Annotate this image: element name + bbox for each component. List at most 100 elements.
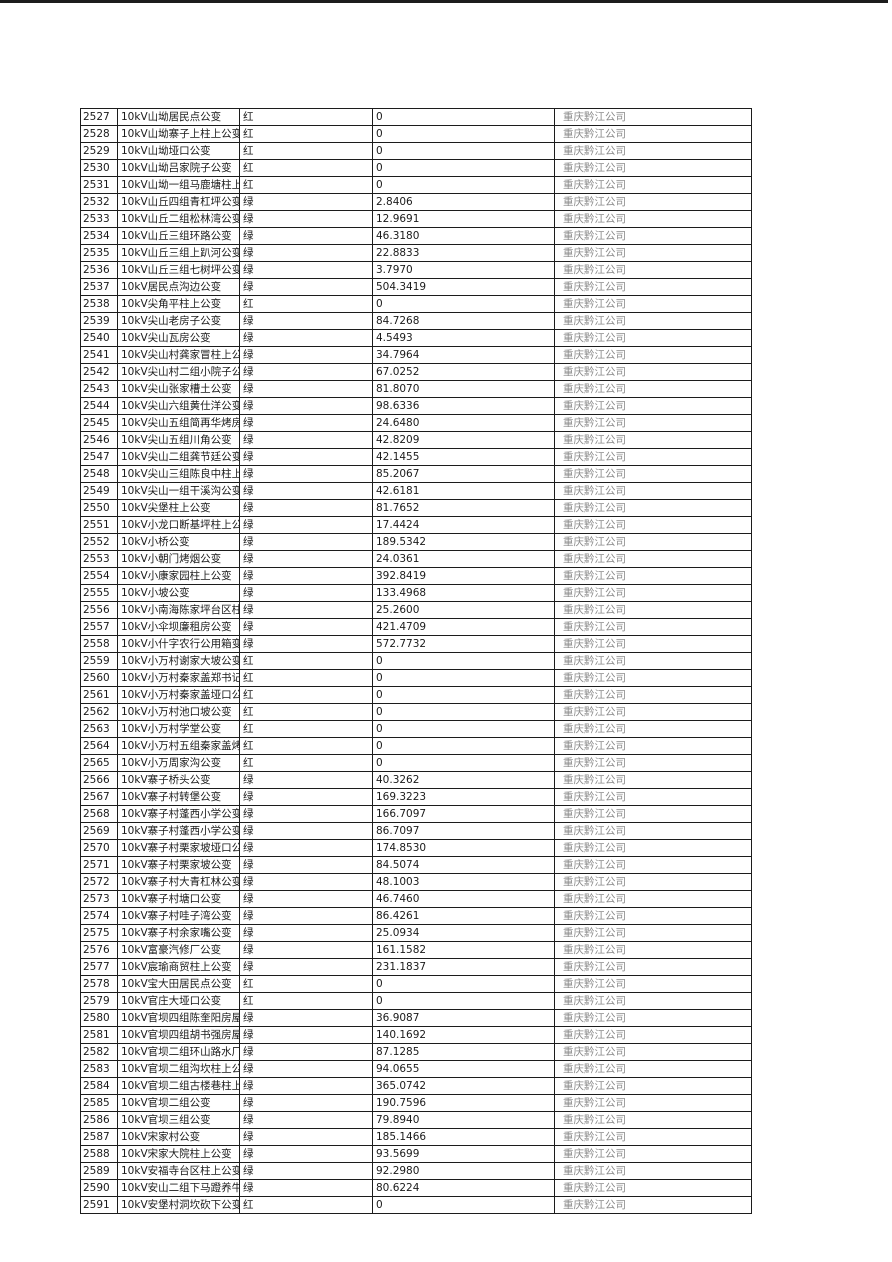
name-cell: 10kV尖山五组简再华烤房 bbox=[117, 414, 240, 432]
value-cell: 0 bbox=[372, 1196, 555, 1214]
company-cell: 重庆黔江公司 bbox=[554, 737, 752, 755]
row-number-cell: 2555 bbox=[80, 584, 118, 602]
row-number-cell: 2571 bbox=[80, 856, 118, 874]
company-cell: 重庆黔江公司 bbox=[554, 1128, 752, 1146]
table-row: 2551 10kV小龙口断基坪柱上公绿 17.4424 重庆黔江公司 bbox=[80, 516, 752, 534]
row-number-cell: 2554 bbox=[80, 567, 118, 585]
company-cell: 重庆黔江公司 bbox=[554, 125, 752, 143]
row-number-cell: 2565 bbox=[80, 754, 118, 772]
table-row: 2539 10kV尖山老房子公变绿 84.7268 重庆黔江公司 bbox=[80, 312, 752, 330]
value-cell: 0 bbox=[372, 737, 555, 755]
status-cell: 绿 bbox=[239, 805, 373, 823]
row-number-cell: 2543 bbox=[80, 380, 118, 398]
value-cell: 166.7097 bbox=[372, 805, 555, 823]
name-cell: 10kV山坳吕家院子公变 bbox=[117, 159, 240, 177]
transformer-table: 2527 10kV山坳居民点公变红 0 重庆黔江公司 2528 10kV山坳寨子上柱上公变… bbox=[80, 108, 752, 1214]
company-cell: 重庆黔江公司 bbox=[554, 448, 752, 466]
table-row: 2566 10kV寨子桥头公变绿 40.3262 重庆黔江公司 bbox=[80, 771, 752, 789]
status-cell: 绿 bbox=[239, 482, 373, 500]
row-number-cell: 2542 bbox=[80, 363, 118, 381]
status-cell: 绿 bbox=[239, 873, 373, 891]
status-cell: 红 bbox=[239, 108, 373, 126]
company-cell: 重庆黔江公司 bbox=[554, 1060, 752, 1078]
status-cell: 绿 bbox=[239, 414, 373, 432]
name-cell: 10kV官坝四组胡书强房屋 bbox=[117, 1026, 240, 1044]
status-cell: 绿 bbox=[239, 941, 373, 959]
row-number-cell: 2560 bbox=[80, 669, 118, 687]
value-cell: 0 bbox=[372, 176, 555, 194]
value-cell: 140.1692 bbox=[372, 1026, 555, 1044]
name-cell: 10kV山丘二组松林湾公变 bbox=[117, 210, 240, 228]
status-cell: 绿 bbox=[239, 380, 373, 398]
value-cell: 190.7596 bbox=[372, 1094, 555, 1112]
company-cell: 重庆黔江公司 bbox=[554, 890, 752, 908]
company-cell: 重庆黔江公司 bbox=[554, 533, 752, 551]
name-cell: 10kV宸瑜商贸柱上公变 bbox=[117, 958, 240, 976]
company-cell: 重庆黔江公司 bbox=[554, 380, 752, 398]
table-row: 2559 10kV小万村谢家大坡公变红 0 重庆黔江公司 bbox=[80, 652, 752, 670]
value-cell: 3.7970 bbox=[372, 261, 555, 279]
status-cell: 绿 bbox=[239, 1094, 373, 1112]
row-number-cell: 2556 bbox=[80, 601, 118, 619]
value-cell: 392.8419 bbox=[372, 567, 555, 585]
company-cell: 重庆黔江公司 bbox=[554, 703, 752, 721]
company-cell: 重庆黔江公司 bbox=[554, 720, 752, 738]
status-cell: 绿 bbox=[239, 958, 373, 976]
company-cell: 重庆黔江公司 bbox=[554, 295, 752, 313]
status-cell: 绿 bbox=[239, 1077, 373, 1095]
value-cell: 36.9087 bbox=[372, 1009, 555, 1027]
name-cell: 10kV尖山张家槽土公变 bbox=[117, 380, 240, 398]
row-number-cell: 2534 bbox=[80, 227, 118, 245]
value-cell: 0 bbox=[372, 975, 555, 993]
status-cell: 红 bbox=[239, 1196, 373, 1214]
status-cell: 红 bbox=[239, 720, 373, 738]
table-row: 2568 10kV寨子村蓬西小学公变绿 166.7097 重庆黔江公司 bbox=[80, 805, 752, 823]
status-cell: 绿 bbox=[239, 1009, 373, 1027]
name-cell: 10kV尖山二组龚节廷公变 bbox=[117, 448, 240, 466]
value-cell: 46.3180 bbox=[372, 227, 555, 245]
status-cell: 红 bbox=[239, 737, 373, 755]
table-row: 2547 10kV尖山二组龚节廷公变绿 42.1455 重庆黔江公司 bbox=[80, 448, 752, 466]
value-cell: 94.0655 bbox=[372, 1060, 555, 1078]
name-cell: 10kV小坡公变 bbox=[117, 584, 240, 602]
status-cell: 绿 bbox=[239, 907, 373, 925]
value-cell: 174.8530 bbox=[372, 839, 555, 857]
company-cell: 重庆黔江公司 bbox=[554, 618, 752, 636]
table-row: 2554 10kV小康家园柱上公变绿 392.8419 重庆黔江公司 bbox=[80, 567, 752, 585]
name-cell: 10kV寨子村栗家坡垭口公 bbox=[117, 839, 240, 857]
status-cell: 绿 bbox=[239, 1145, 373, 1163]
row-number-cell: 2553 bbox=[80, 550, 118, 568]
name-cell: 10kV山丘三组上趴河公变 bbox=[117, 244, 240, 262]
name-cell: 10kV山坳垭口公变 bbox=[117, 142, 240, 160]
row-number-cell: 2590 bbox=[80, 1179, 118, 1197]
name-cell: 10kV尖山瓦房公变 bbox=[117, 329, 240, 347]
row-number-cell: 2579 bbox=[80, 992, 118, 1010]
name-cell: 10kV小万村秦家盖郑书记 bbox=[117, 669, 240, 687]
value-cell: 189.5342 bbox=[372, 533, 555, 551]
status-cell: 绿 bbox=[239, 244, 373, 262]
name-cell: 10kV官庄大垭口公变 bbox=[117, 992, 240, 1010]
value-cell: 93.5699 bbox=[372, 1145, 555, 1163]
value-cell: 34.7964 bbox=[372, 346, 555, 364]
value-cell: 0 bbox=[372, 754, 555, 772]
value-cell: 86.7097 bbox=[372, 822, 555, 840]
company-cell: 重庆黔江公司 bbox=[554, 601, 752, 619]
name-cell: 10kV官坝二组沟坎柱上公 bbox=[117, 1060, 240, 1078]
company-cell: 重庆黔江公司 bbox=[554, 431, 752, 449]
value-cell: 48.1003 bbox=[372, 873, 555, 891]
company-cell: 重庆黔江公司 bbox=[554, 363, 752, 381]
row-number-cell: 2547 bbox=[80, 448, 118, 466]
company-cell: 重庆黔江公司 bbox=[554, 788, 752, 806]
table-row: 2540 10kV尖山瓦房公变绿 4.5493 重庆黔江公司 bbox=[80, 329, 752, 347]
value-cell: 0 bbox=[372, 992, 555, 1010]
status-cell: 绿 bbox=[239, 1162, 373, 1180]
value-cell: 42.1455 bbox=[372, 448, 555, 466]
company-cell: 重庆黔江公司 bbox=[554, 1043, 752, 1061]
value-cell: 365.0742 bbox=[372, 1077, 555, 1095]
value-cell: 81.7652 bbox=[372, 499, 555, 517]
company-cell: 重庆黔江公司 bbox=[554, 193, 752, 211]
company-cell: 重庆黔江公司 bbox=[554, 261, 752, 279]
value-cell: 84.7268 bbox=[372, 312, 555, 330]
company-cell: 重庆黔江公司 bbox=[554, 346, 752, 364]
table-row: 2590 10kV安山二组下马蹬养牛绿 80.6224 重庆黔江公司 bbox=[80, 1179, 752, 1197]
